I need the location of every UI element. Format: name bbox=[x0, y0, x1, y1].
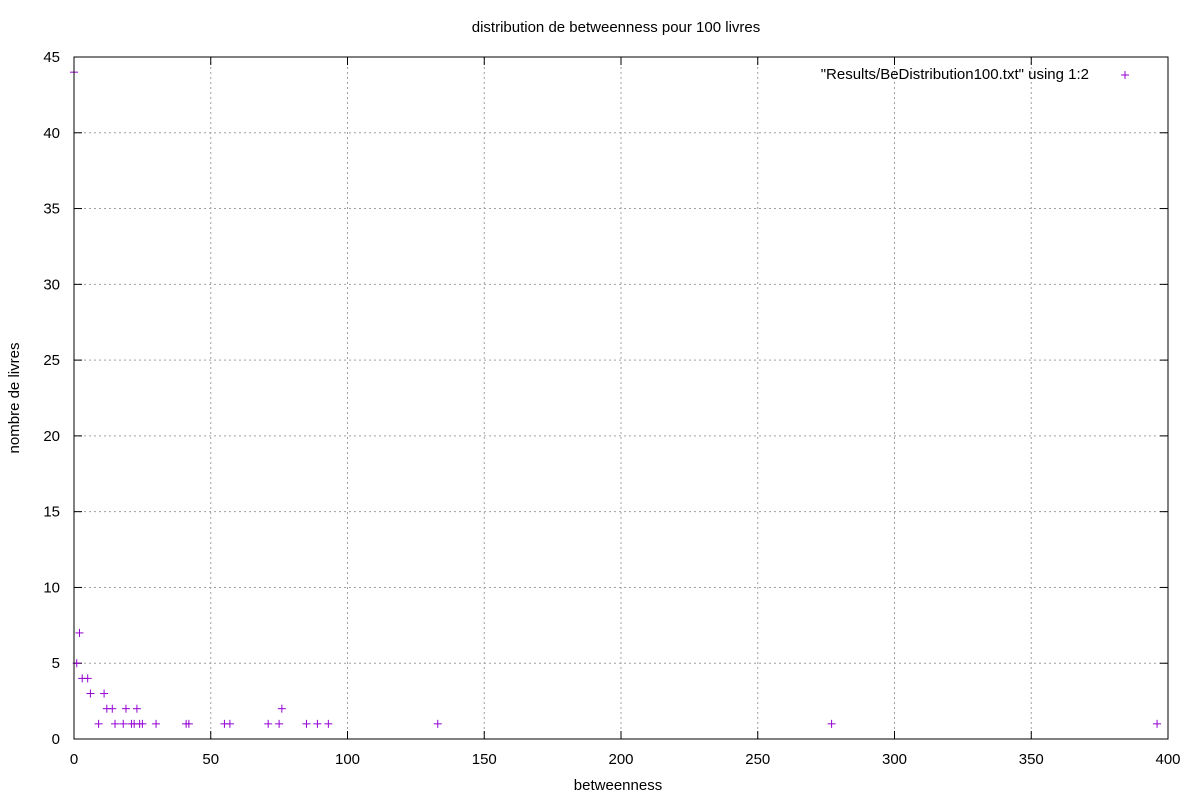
x-tick-label: 0 bbox=[70, 751, 78, 768]
data-point bbox=[132, 704, 141, 713]
y-tick-label: 5 bbox=[52, 655, 60, 672]
y-tick-label: 15 bbox=[43, 504, 60, 521]
x-axis-title: betweenness bbox=[574, 777, 662, 794]
y-tick-label: 25 bbox=[43, 352, 60, 369]
data-point bbox=[138, 719, 147, 728]
chart-title: distribution de betweenness pour 100 liv… bbox=[472, 19, 761, 36]
data-point bbox=[302, 719, 311, 728]
legend-label: "Results/BeDistribution100.txt" using 1:… bbox=[821, 66, 1089, 83]
data-point bbox=[86, 689, 95, 698]
y-tick-label: 45 bbox=[43, 49, 60, 66]
x-tick-label: 400 bbox=[1155, 751, 1180, 768]
data-point bbox=[433, 719, 442, 728]
data-point bbox=[83, 674, 92, 683]
data-point bbox=[1153, 719, 1162, 728]
data-point bbox=[100, 689, 109, 698]
legend: "Results/BeDistribution100.txt" using 1:… bbox=[821, 66, 1129, 83]
x-tick-label: 50 bbox=[202, 751, 219, 768]
data-point bbox=[225, 719, 234, 728]
y-tick-label: 0 bbox=[52, 731, 60, 748]
data-point bbox=[264, 719, 273, 728]
data-point bbox=[121, 704, 130, 713]
data-point bbox=[184, 719, 193, 728]
y-tick-label: 10 bbox=[43, 579, 60, 596]
data-point bbox=[275, 719, 284, 728]
plot-frame bbox=[73, 56, 1169, 740]
axis-ticks: 0 50 100 150 200 250 300 350 400 0 5 10 15 20 25 30 35 40… bbox=[43, 49, 1180, 768]
data-point bbox=[313, 719, 322, 728]
x-tick-label: 200 bbox=[608, 751, 633, 768]
data-point bbox=[94, 719, 103, 728]
x-tick-label: 250 bbox=[745, 751, 770, 768]
data-point bbox=[108, 704, 117, 713]
x-tick-label: 150 bbox=[472, 751, 497, 768]
x-tick-label: 350 bbox=[1019, 751, 1044, 768]
data-point bbox=[324, 719, 333, 728]
data-point bbox=[827, 719, 836, 728]
legend-marker bbox=[1121, 71, 1129, 79]
data-point bbox=[119, 719, 128, 728]
grid bbox=[74, 57, 1168, 739]
y-tick-label: 20 bbox=[43, 428, 60, 445]
y-tick-label: 30 bbox=[43, 276, 60, 293]
y-tick-label: 40 bbox=[43, 125, 60, 142]
data-point bbox=[111, 719, 120, 728]
y-tick-label: 35 bbox=[43, 201, 60, 218]
data-point bbox=[75, 628, 84, 637]
data-point bbox=[152, 719, 161, 728]
y-axis-title: nombre de livres bbox=[6, 343, 23, 454]
x-tick-label: 300 bbox=[882, 751, 907, 768]
x-tick-label: 100 bbox=[335, 751, 360, 768]
data-point bbox=[277, 704, 286, 713]
